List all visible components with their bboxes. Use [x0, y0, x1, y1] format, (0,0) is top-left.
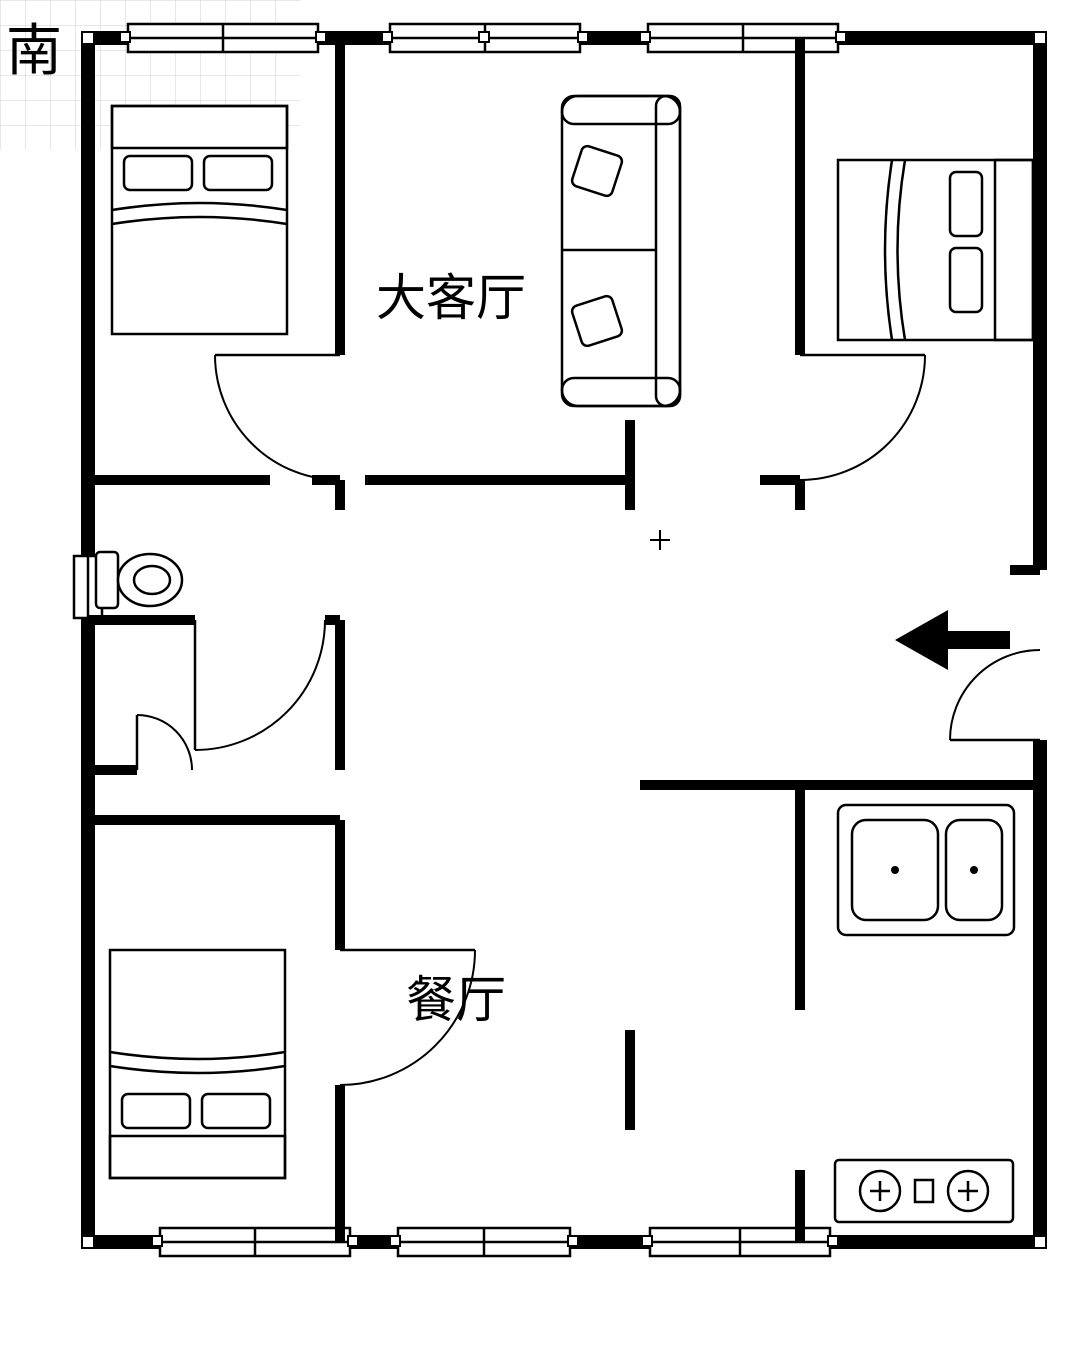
kitchen-sink: [838, 805, 1014, 935]
door-entry: [950, 650, 1040, 740]
corner-handle: [82, 1236, 94, 1248]
bed-nw: [112, 106, 287, 334]
bed-ne: [838, 160, 1033, 340]
window-bottom-1: [152, 1228, 358, 1256]
door-sw-bedroom: [340, 950, 475, 1085]
window-top-1: [120, 24, 326, 52]
entry-arrow-icon: [895, 610, 1010, 670]
sofa: [562, 96, 680, 406]
window-bottom-2: [390, 1228, 578, 1256]
window-top-2: [382, 24, 588, 52]
bed-sw: [110, 950, 285, 1178]
stove: [835, 1160, 1013, 1222]
door-nw-bedroom: [215, 355, 340, 480]
corner-handle: [1034, 1236, 1046, 1248]
door-closet: [137, 715, 192, 770]
door-ne-bedroom: [800, 355, 925, 480]
corner-handle: [1034, 32, 1046, 44]
corner-handle: [82, 32, 94, 44]
toilet: [96, 552, 182, 608]
floor-plan-canvas: 南 大客厅 餐厅: [0, 0, 1080, 1350]
floor-plan-svg: [0, 0, 1080, 1350]
window-bottom-3: [642, 1228, 838, 1256]
window-top-3: [640, 24, 846, 52]
door-bathroom: [195, 620, 325, 750]
crosshair-cursor-icon: [650, 530, 670, 550]
